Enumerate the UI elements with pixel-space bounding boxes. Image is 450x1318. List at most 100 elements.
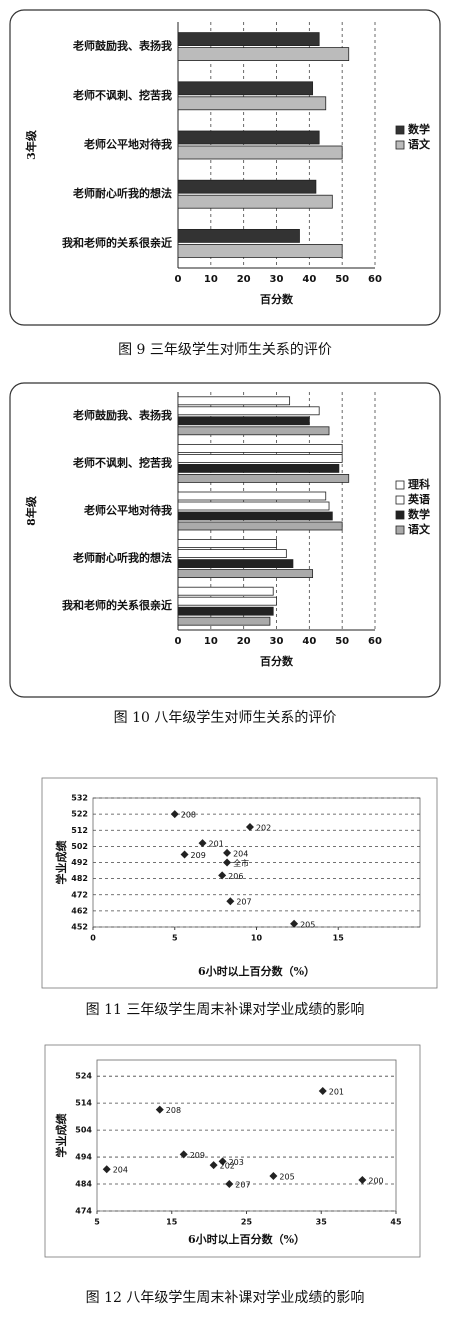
x-tick-label: 15 [333,934,345,943]
point-label: 208 [166,1106,181,1115]
y-tick-label: 474 [75,1207,92,1216]
legend-label: 数学 [408,507,430,521]
point-label: 209 [191,851,206,860]
bar [177,81,314,96]
point-label: 209 [190,1151,205,1160]
bar [177,616,271,626]
y-tick-label: 494 [75,1153,92,1162]
bar [177,586,274,596]
point-label: 207 [236,898,251,907]
point [179,1150,188,1159]
bar [177,463,340,473]
bar [177,426,330,436]
y-axis-label: 学业成绩 [54,1114,68,1158]
y-tick-label: 老师耐心听我的想法 [72,551,172,565]
bar [177,243,343,258]
x-axis-label: 百分数 [260,654,294,668]
point-label: 全市 [233,858,249,868]
y-tick-label: 524 [75,1072,92,1081]
y-tick-label: 我和老师的关系很亲近 [62,598,172,612]
x-axis-label: 6小时以上百分数（%） [198,964,315,978]
bar [177,491,327,501]
point [269,1171,278,1180]
bar [177,443,343,453]
y-tick-label: 532 [71,794,88,803]
x-axis-label: 6小时以上百分数（%） [188,1232,305,1246]
bar [177,96,327,111]
point-label: 200 [368,1176,383,1185]
x-tick-label: 30 [270,636,284,647]
point-label: 202 [256,824,271,833]
legend-label: 数学 [408,122,430,136]
y-tick-label: 我和老师的关系很亲近 [62,235,172,249]
x-tick-label: 40 [302,274,316,285]
bar [177,406,320,416]
point [245,823,254,832]
x-tick-label: 60 [368,274,382,285]
bar [177,569,314,578]
y-tick-label: 452 [71,923,88,932]
point [218,1157,227,1166]
point-label: 201 [329,1088,344,1097]
point-label: 204 [113,1166,128,1175]
chart-frame [9,382,441,698]
point [180,850,189,859]
legend-label: 理科 [408,477,430,491]
y-tick-label: 522 [71,810,88,819]
legend-swatch [395,510,405,520]
y-tick-label: 老师不讽刺、挖苦我 [72,455,172,469]
chart-frame [41,777,438,989]
bar [177,501,330,511]
y-tick-label: 老师耐心听我的想法 [72,186,172,200]
y-tick-label: 502 [71,842,88,851]
y-tick-label: 老师公平地对待我 [83,137,172,151]
point [155,1105,164,1114]
x-tick-label: 45 [390,1218,402,1227]
y-tick-label: 484 [75,1180,92,1189]
point [198,839,207,848]
y-tick-label: 512 [71,826,88,835]
x-tick-label: 20 [237,636,251,647]
point [223,858,232,867]
y-tick-label: 472 [71,890,88,899]
point-label: 206 [228,872,243,881]
bar [177,559,294,568]
legend-swatch [395,495,405,505]
x-axis-label: 百分数 [260,292,294,306]
x-tick-label: 10 [204,274,218,285]
caption: 图 12 八年级学生周末补课对学业成绩的影响 [86,1290,365,1306]
point-label: 204 [233,849,248,858]
legend-swatch [395,140,405,150]
legend-label: 语文 [408,522,431,536]
point [290,919,299,928]
bar [177,453,343,463]
y-tick-label: 老师鼓励我、表扬我 [72,39,172,53]
chart-frame [9,9,441,326]
point [170,810,179,819]
point-label: 201 [209,840,224,849]
bar [177,473,350,483]
point [225,1180,234,1189]
bar [177,521,343,531]
point [226,897,235,906]
legend-swatch [395,125,405,135]
point [318,1087,327,1096]
point-label: 203 [229,1158,244,1167]
x-tick-label: 0 [175,274,182,285]
caption: 图 10 八年级学生对师生关系的评价 [114,710,337,726]
bar [177,511,333,521]
x-tick-label: 5 [94,1218,100,1227]
bar [177,606,274,616]
y-axis-label: 3年级 [24,129,38,160]
bar [177,32,320,46]
point-label: 202 [220,1162,235,1171]
bar [177,47,350,61]
y-tick-label: 514 [75,1099,92,1108]
caption: 图 9 三年级学生对师生关系的评价 [118,342,332,358]
bar [177,416,310,426]
y-tick-label: 老师鼓励我、表扬我 [72,408,172,422]
chart-frame [44,1044,421,1258]
x-tick-label: 40 [302,636,316,647]
x-tick-label: 60 [368,636,382,647]
